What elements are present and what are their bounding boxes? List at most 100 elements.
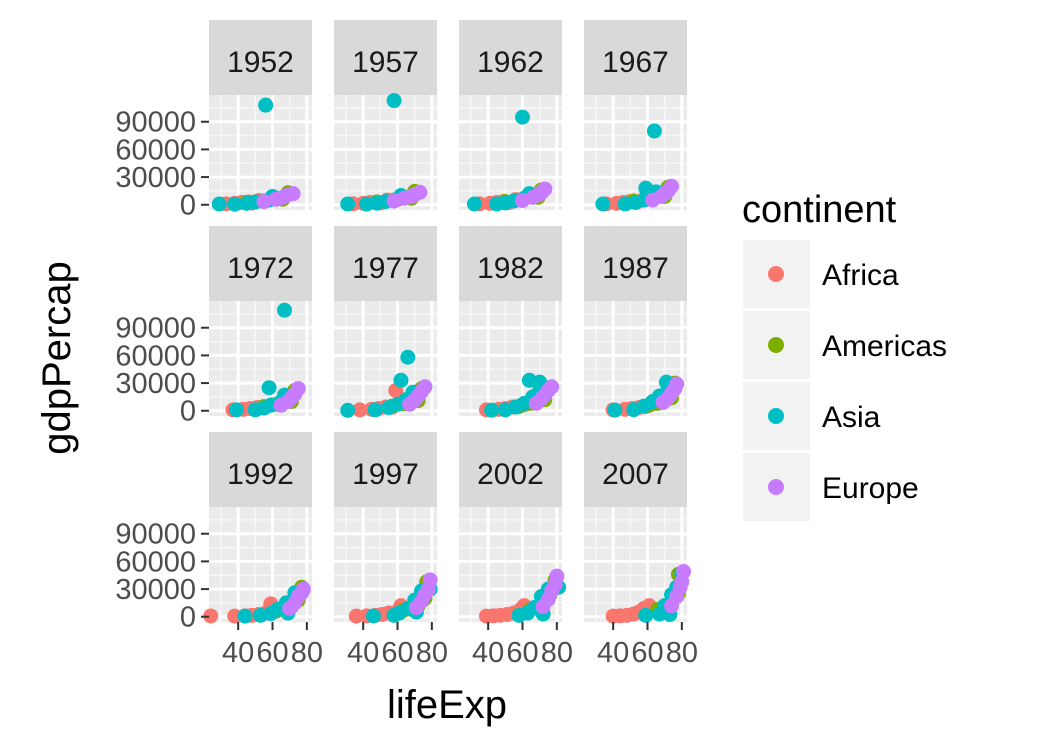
data-point-asia (607, 402, 623, 418)
legend-label: Africa (822, 259, 899, 292)
data-point-africa (352, 402, 368, 418)
y-tick-label: 0 (180, 602, 196, 634)
legend: continent Africa Americas Asia Europe (742, 189, 947, 521)
facet-panel-2002: 2002 40 60 80 (459, 432, 573, 669)
facet-strip-label: 1957 (352, 46, 419, 79)
legend-label: Europe (822, 472, 919, 505)
facet-panel-1982: 1982 (459, 226, 562, 418)
data-point-asia (466, 196, 482, 212)
facet-strip (334, 432, 437, 507)
legend-label: Asia (822, 401, 881, 434)
data-point-europe (422, 572, 438, 588)
x-tick-label: 60 (631, 637, 663, 669)
data-point-europe (676, 564, 692, 580)
x-tick-label: 80 (666, 637, 698, 669)
data-point-asia (367, 402, 383, 418)
legend-swatch (768, 479, 784, 495)
data-point-europe (295, 581, 311, 597)
data-point-asia (484, 402, 500, 418)
facet-strip (584, 226, 687, 301)
facet-panel-1997: 1997 40 60 80 (334, 432, 448, 669)
data-point-asia (638, 180, 654, 196)
data-point-europe (417, 379, 433, 395)
data-point-asia (340, 402, 356, 418)
x-tick-label: 40 (347, 637, 379, 669)
data-point-africa (203, 608, 219, 624)
facet-strip (584, 432, 687, 507)
facet-panel-1962: 1962 (459, 20, 562, 212)
data-point-europe (412, 184, 428, 200)
legend-entry-americas: Americas (743, 311, 947, 379)
x-tick-label: 40 (222, 637, 254, 669)
y-tick-label: 90000 (115, 519, 196, 551)
facet-strip-label: 1952 (227, 46, 294, 79)
y-tick-label: 30000 (115, 162, 196, 194)
data-point-europe (664, 178, 680, 194)
facet-strip (209, 20, 312, 95)
data-point-europe (669, 376, 685, 392)
y-axis-title: gdpPercap (35, 261, 79, 454)
facet-strip-label: 1962 (477, 46, 544, 79)
data-point-asia (595, 196, 611, 212)
x-tick-label: 40 (472, 637, 504, 669)
x-tick-label: 80 (291, 637, 323, 669)
facet-strip-label: 1967 (602, 46, 669, 79)
data-point-asia (515, 109, 531, 125)
x-tick-label: 60 (506, 637, 538, 669)
data-point-asia (261, 380, 277, 396)
facet-strip-label: 1972 (227, 252, 294, 285)
x-tick-label: 60 (256, 637, 288, 669)
y-tick-label: 90000 (115, 107, 196, 139)
facet-strip (459, 432, 562, 507)
facet-panel-2007: 2007 40 60 80 (584, 432, 698, 669)
legend-swatch (768, 266, 784, 282)
facet-strip (334, 20, 437, 95)
facet-strip-label: 2007 (602, 458, 669, 491)
data-point-asia (228, 402, 244, 418)
facet-panel-1967: 1967 (584, 20, 687, 212)
facet-strip (459, 20, 562, 95)
data-point-asia (340, 196, 356, 212)
x-tick-label: 80 (541, 637, 573, 669)
y-tick-label: 0 (180, 396, 196, 428)
x-tick-label: 60 (381, 637, 413, 669)
legend-swatch (768, 337, 784, 353)
y-tick-label: 60000 (115, 340, 196, 372)
data-point-europe (285, 186, 301, 202)
facet-strip-label: 1992 (227, 458, 294, 491)
y-tick-label: 60000 (115, 134, 196, 166)
data-point-asia (258, 97, 274, 113)
facet-strip-label: 1982 (477, 252, 544, 285)
facet-strip (209, 432, 312, 507)
data-point-asia (365, 608, 381, 624)
data-point-europe (544, 379, 560, 395)
data-point-asia (646, 123, 662, 139)
data-point-europe (549, 568, 565, 584)
facet-panel-1977: 1977 (334, 226, 437, 418)
data-point-europe (256, 194, 272, 210)
legend-swatch (768, 408, 784, 424)
data-point-asia (211, 196, 227, 212)
legend-title: continent (742, 189, 897, 231)
facet-strip-label: 1997 (352, 458, 419, 491)
y-tick-label: 0 (180, 190, 196, 222)
y-tick-label: 90000 (115, 313, 196, 345)
data-point-europe (537, 181, 553, 197)
y-tick-label: 60000 (115, 546, 196, 578)
facet-strip-label: 2002 (477, 458, 544, 491)
y-tick-label: 30000 (115, 574, 196, 606)
data-point-asia (277, 302, 293, 318)
x-tick-label: 40 (597, 637, 629, 669)
facet-strip-label: 1987 (602, 252, 669, 285)
data-point-asia (227, 196, 243, 212)
facet-strip (584, 20, 687, 95)
facet-strip (209, 226, 312, 301)
facet-strip (459, 226, 562, 301)
x-tick-label: 80 (416, 637, 448, 669)
facet-strip (334, 226, 437, 301)
